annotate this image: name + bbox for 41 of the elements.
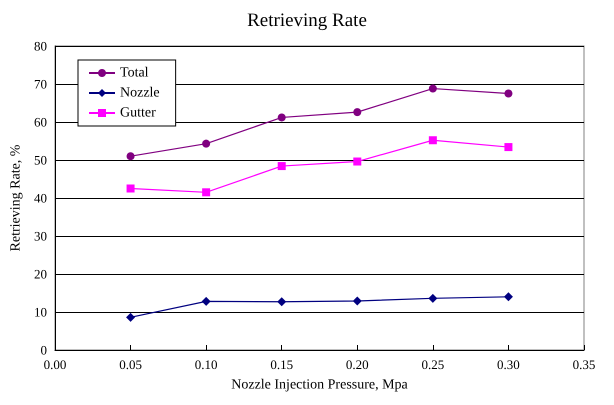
y-tick-label: 40 [34, 190, 47, 206]
y-axis-title: Retrieving Rate, % [8, 144, 24, 252]
point [277, 297, 286, 306]
point [126, 152, 135, 160]
point [504, 90, 512, 98]
y-tick-label: 60 [34, 114, 47, 130]
point [202, 188, 210, 196]
x-tick-label: 0.25 [421, 357, 444, 372]
y-tick-label: 20 [34, 266, 47, 282]
point [278, 113, 286, 122]
point [504, 292, 513, 302]
point [428, 294, 438, 303]
point [126, 184, 135, 192]
x-tick-label: 0.15 [270, 357, 294, 372]
y-tick-label: 50 [34, 152, 47, 168]
legend-label: Gutter [120, 106, 156, 120]
point [202, 296, 211, 306]
x-tick-label: 0.00 [44, 357, 66, 372]
point [353, 108, 362, 116]
x-tick-label: 0.10 [194, 357, 218, 372]
y-tick-label: 0 [40, 342, 47, 358]
point [353, 158, 362, 166]
point [428, 84, 437, 93]
y-tick-label: 30 [34, 228, 47, 244]
legend-label: Nozzle [120, 86, 160, 100]
point [504, 143, 512, 152]
x-axis-title: Nozzle Injection Pressure, Mpa [231, 378, 409, 392]
x-tick-label: 0.20 [346, 357, 369, 372]
legend-label: Total [120, 66, 149, 80]
point [428, 136, 437, 144]
x-tick-label: 0.05 [119, 357, 142, 372]
point [278, 162, 286, 170]
y-tick-label: 70 [34, 76, 47, 92]
y-tick-label: 10 [34, 304, 47, 320]
point [126, 312, 136, 322]
point [352, 296, 362, 306]
x-tick-label: 0.30 [497, 357, 520, 372]
x-tick-label: 0.35 [572, 357, 596, 372]
chart-title: Retrieving Rate [247, 10, 367, 31]
point [202, 140, 210, 148]
y-tick-label: 80 [34, 38, 47, 54]
